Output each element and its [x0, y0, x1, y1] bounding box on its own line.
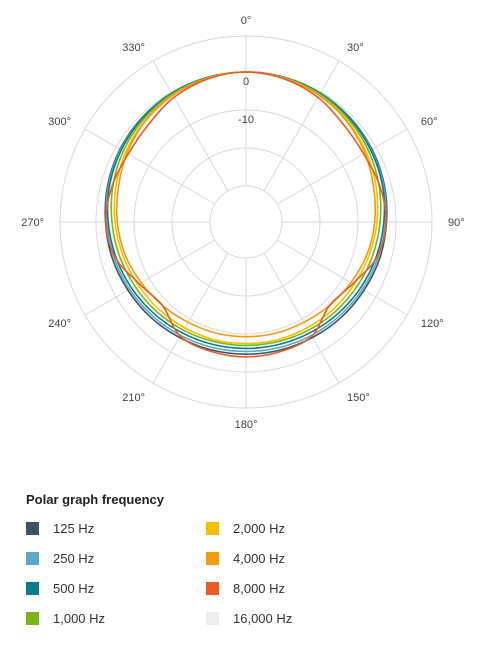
- angle-label: 180°: [235, 419, 258, 431]
- legend-label: 250 Hz: [53, 551, 95, 566]
- grid-ring: [209, 185, 283, 259]
- legend: Polar graph frequency 125 Hz 2,000 Hz 25…: [26, 492, 466, 628]
- legend-swatch: [206, 552, 219, 565]
- legend-label: 500 Hz: [53, 581, 95, 596]
- polar-curves: [104, 71, 388, 358]
- legend-item: 16,000 Hz: [206, 609, 386, 628]
- legend-swatch: [206, 582, 219, 595]
- angle-label: 0°: [241, 15, 252, 27]
- grid-spoke: [263, 60, 340, 192]
- angle-label: 210°: [122, 392, 145, 404]
- legend-grid: 125 Hz 2,000 Hz 250 Hz 4,000 Hz 500 Hz 8…: [26, 519, 466, 628]
- legend-item: 125 Hz: [26, 519, 206, 538]
- legend-label: 2,000 Hz: [233, 521, 286, 536]
- angle-label: 300°: [48, 116, 71, 128]
- angle-label: 90°: [448, 217, 465, 229]
- legend-title: Polar graph frequency: [26, 492, 164, 507]
- legend-item: 1,000 Hz: [26, 609, 206, 628]
- polar-chart: 0° 30° 60° 90° 120° 150° 180° 210° 240° 270° 300° 3…: [21, 15, 464, 431]
- legend-item: 500 Hz: [26, 579, 206, 598]
- series-line: [105, 71, 387, 358]
- angle-label: 270°: [21, 217, 44, 229]
- angle-label: 120°: [421, 318, 444, 330]
- grid-spoke: [152, 252, 229, 384]
- legend-swatch: [26, 552, 39, 565]
- legend-swatch: [26, 612, 39, 625]
- grid-spoke: [263, 252, 340, 384]
- grid-spoke: [276, 239, 408, 316]
- angle-label: 150°: [347, 392, 370, 404]
- legend-swatch: [26, 582, 39, 595]
- legend-item: 250 Hz: [26, 549, 206, 568]
- legend-label: 16,000 Hz: [233, 611, 293, 626]
- angle-label: 30°: [347, 42, 364, 54]
- ring-label: 0: [243, 76, 249, 88]
- series-line: [115, 71, 377, 338]
- angle-label: 60°: [421, 116, 438, 128]
- legend-label: 1,000 Hz: [53, 611, 106, 626]
- grid-spoke: [276, 128, 408, 205]
- angle-label: 240°: [48, 318, 71, 330]
- legend-label: 125 Hz: [53, 521, 95, 536]
- series-line: [106, 71, 386, 350]
- angle-label: 330°: [122, 42, 145, 54]
- grid-spoke: [84, 128, 216, 205]
- legend-item: 8,000 Hz: [206, 579, 386, 598]
- series-line: [113, 71, 379, 345]
- legend-swatch: [26, 522, 39, 535]
- legend-swatch: [206, 522, 219, 535]
- series-line: [110, 71, 382, 347]
- grid-spoke: [152, 60, 229, 192]
- legend-item: 4,000 Hz: [206, 549, 386, 568]
- legend-swatch: [206, 612, 219, 625]
- grid-spoke: [84, 239, 216, 316]
- legend-item: 2,000 Hz: [206, 519, 386, 538]
- legend-label: 8,000 Hz: [233, 581, 286, 596]
- ring-label: -10: [238, 114, 254, 126]
- legend-label: 4,000 Hz: [233, 551, 286, 566]
- polar-labels: 0° 30° 60° 90° 120° 150° 180° 210° 240° 270° 300° 3…: [21, 15, 464, 431]
